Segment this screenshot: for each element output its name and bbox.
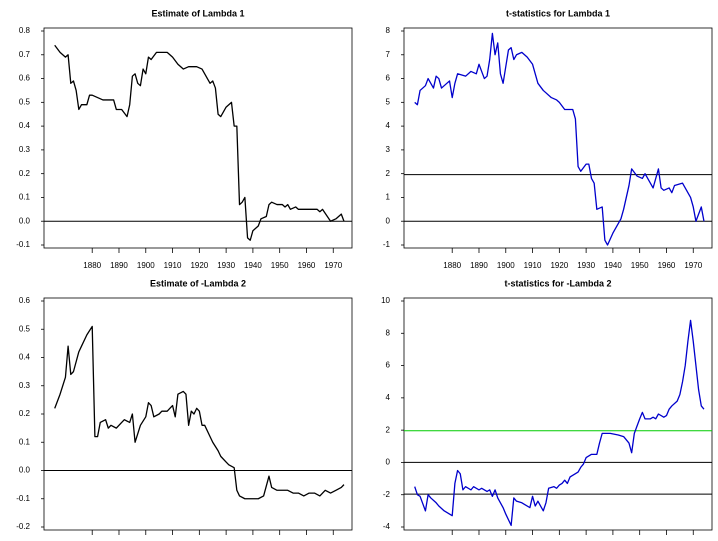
- x-tick-label: 1880: [83, 261, 101, 270]
- panel-title: Estimate of Lambda 1: [151, 8, 244, 18]
- y-tick-label: 8: [386, 328, 391, 337]
- x-tick-label: 1950: [271, 261, 289, 270]
- y-tick-label: 0.1: [19, 437, 31, 446]
- y-tick-label: 2: [386, 169, 391, 178]
- x-tick-label: 1880: [443, 261, 461, 270]
- y-tick-label: 0.2: [19, 169, 31, 178]
- y-tick-label: 0.6: [19, 296, 31, 305]
- panel: t-statistics for Lambda 1 -1 0 1 2 3 4 5 6 7 8 1880…: [383, 8, 713, 270]
- y-tick-label: 8: [386, 26, 391, 35]
- panel: Estimate of Lambda 1 -0.1 0.0 0.1 0.2 0.3 0.4 0…: [16, 8, 353, 270]
- x-tick-label: 1940: [244, 261, 262, 270]
- data-line: [54, 44, 345, 241]
- y-tick-label: 7: [386, 50, 391, 59]
- x-tick-label: 1960: [658, 261, 676, 270]
- x-tick-label: 1900: [497, 261, 515, 270]
- x-tick-label: 1890: [470, 261, 488, 270]
- panel: t-statistics for -Lambda 2-4-20246810188…: [381, 278, 713, 535]
- y-tick-label: 3: [386, 145, 391, 154]
- plot-frame: [43, 27, 353, 249]
- y-tick-label: 0.6: [19, 74, 31, 83]
- x-tick-label: 1920: [190, 261, 208, 270]
- y-tick-label: 4: [386, 393, 391, 402]
- y-tick-label: 4: [386, 121, 391, 130]
- y-tick-label: 0: [386, 458, 391, 467]
- y-tick-label: -4: [383, 522, 391, 531]
- x-tick-label: 1930: [217, 261, 235, 270]
- y-tick-label: 1: [386, 193, 391, 202]
- y-tick-label: 10: [381, 296, 390, 305]
- y-tick-label: 0.7: [19, 50, 31, 59]
- panel-title: t-statistics for -Lambda 2: [504, 278, 611, 288]
- y-tick-label: 0.0: [19, 216, 31, 225]
- x-tick-label: 1960: [298, 261, 316, 270]
- data-line: [414, 32, 705, 246]
- x-tick-label: 1930: [577, 261, 595, 270]
- y-tick-label: 0.3: [19, 381, 31, 390]
- y-tick-label: 0.8: [19, 26, 31, 35]
- y-tick-label: 0.5: [19, 324, 31, 333]
- data-line: [54, 325, 345, 500]
- y-tick-label: 6: [386, 361, 391, 370]
- panel-title: Estimate of -Lambda 2: [150, 278, 246, 288]
- plot-frame: [403, 297, 713, 531]
- y-tick-label: 2: [386, 425, 391, 434]
- x-tick-label: 1970: [684, 261, 702, 270]
- y-tick-label: -2: [383, 490, 391, 499]
- y-tick-label: 0.5: [19, 97, 31, 106]
- y-tick-label: 0.4: [19, 121, 31, 130]
- y-tick-label: 0.0: [19, 466, 31, 475]
- y-tick-label: -1: [383, 240, 391, 249]
- data-line: [414, 319, 705, 527]
- y-tick-label: -0.2: [16, 522, 30, 531]
- x-tick-label: 1910: [524, 261, 542, 270]
- y-tick-label: 6: [386, 74, 391, 83]
- x-tick-label: 1900: [137, 261, 155, 270]
- y-tick-label: 0.4: [19, 353, 31, 362]
- y-tick-label: 0.2: [19, 409, 31, 418]
- y-tick-label: -0.1: [16, 494, 30, 503]
- x-tick-label: 1890: [110, 261, 128, 270]
- y-tick-label: 0: [386, 216, 391, 225]
- x-tick-label: 1910: [164, 261, 182, 270]
- x-tick-label: 1940: [604, 261, 622, 270]
- y-tick-label: 5: [386, 97, 391, 106]
- x-tick-label: 1920: [550, 261, 568, 270]
- panel: Estimate of -Lambda 2 -0.2 -0.1 0.0 0.1 0.2 0.…: [16, 278, 353, 535]
- panel-title: t-statistics for Lambda 1: [506, 8, 610, 18]
- y-tick-label: 0.3: [19, 145, 31, 154]
- plot-frame: [403, 27, 713, 249]
- y-tick-label: -0.1: [16, 240, 30, 249]
- x-tick-label: 1950: [631, 261, 649, 270]
- x-tick-label: 1970: [324, 261, 342, 270]
- y-tick-label: 0.1: [19, 193, 31, 202]
